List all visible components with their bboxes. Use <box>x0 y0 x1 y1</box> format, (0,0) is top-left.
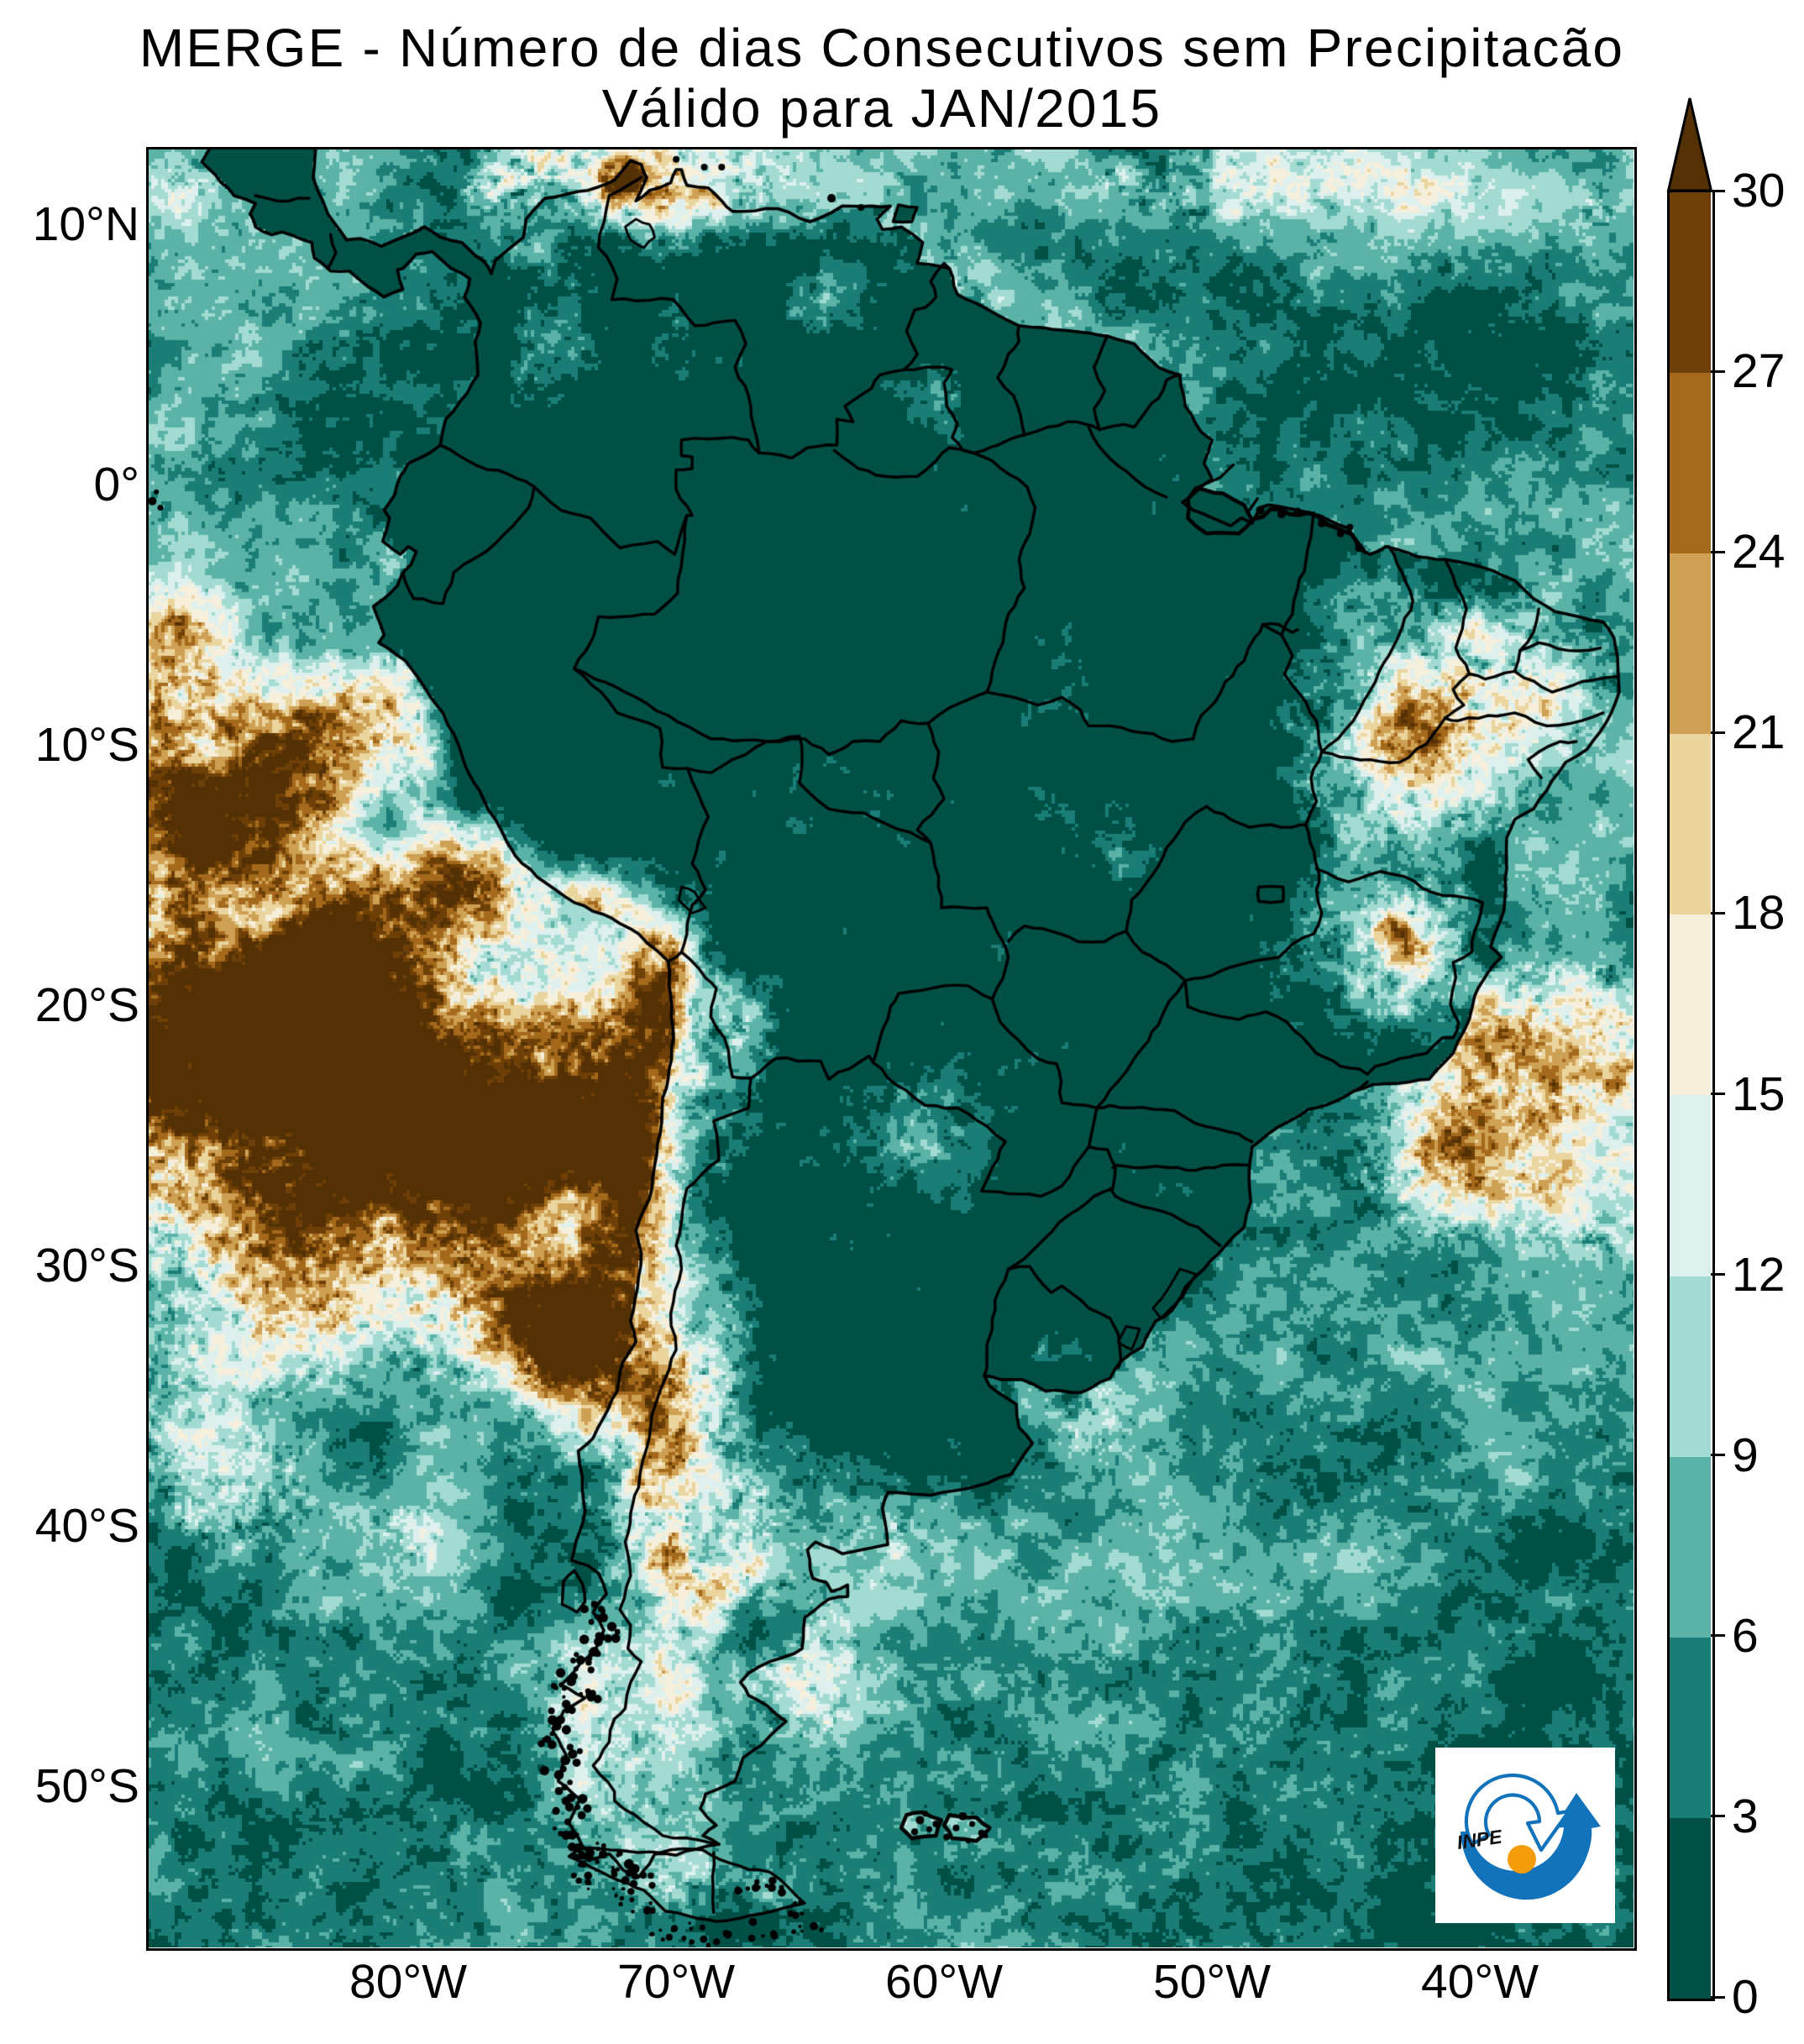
svg-text:INPE: INPE <box>1455 1826 1503 1853</box>
